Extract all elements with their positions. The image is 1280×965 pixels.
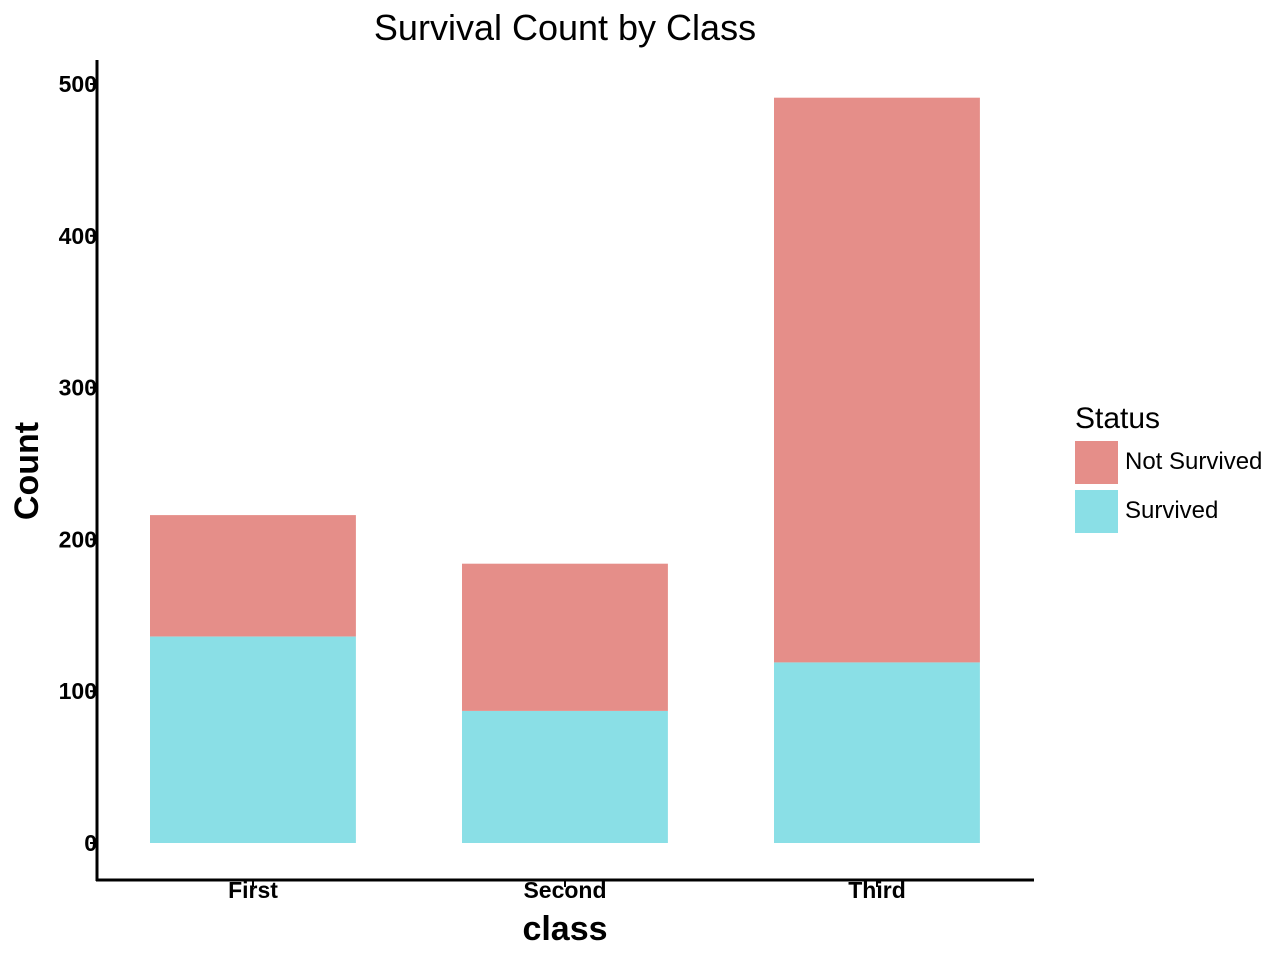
bar-second-not-survived	[462, 563, 668, 711]
x-tick-label: First	[228, 877, 278, 903]
x-axis-title: class	[522, 910, 607, 948]
legend-swatch-survived	[1075, 490, 1118, 533]
legend-label-survived: Survived	[1125, 497, 1218, 524]
y-tick-label: 0	[84, 830, 97, 856]
y-tick-label: 300	[59, 375, 97, 401]
y-tick-label: 500	[59, 71, 97, 97]
legend-label-not-survived: Not Survived	[1125, 448, 1262, 475]
legend-title: Status	[1075, 402, 1160, 435]
legend: Status Not Survived Survived	[1075, 402, 1262, 533]
y-tick-label: 400	[59, 223, 97, 249]
chart-title: Survival Count by Class	[374, 7, 756, 48]
legend-items: Not Survived Survived	[1075, 441, 1262, 533]
bars-layer	[150, 97, 980, 843]
bar-third-survived	[774, 662, 980, 843]
y-tick-label: 200	[59, 526, 97, 552]
bar-third-not-survived	[774, 97, 980, 663]
x-tick-label: Second	[523, 877, 606, 903]
legend-swatch-not-survived	[1075, 441, 1118, 484]
x-ticks-layer: First Second Third	[228, 877, 906, 903]
bar-first-survived	[150, 636, 356, 843]
y-axis-title: Count	[8, 422, 46, 520]
bar-first-not-survived	[150, 515, 356, 637]
y-ticks-layer: 0 100 200 300 400 500	[59, 71, 97, 856]
x-tick-label: Third	[848, 877, 906, 903]
bar-second-survived	[462, 710, 668, 843]
y-tick-label: 100	[59, 678, 97, 704]
